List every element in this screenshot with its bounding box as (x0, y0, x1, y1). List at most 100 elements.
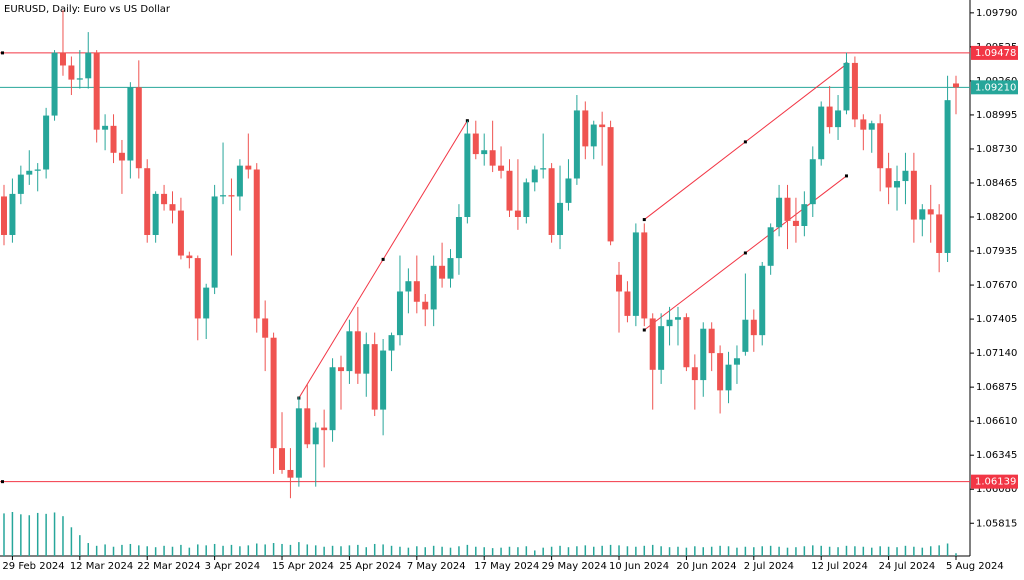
candle-body (750, 319, 757, 336)
candle-body (557, 202, 564, 235)
candle-body (430, 265, 437, 310)
candle-body (927, 209, 934, 215)
candle-body (34, 169, 41, 171)
candle-body (767, 227, 774, 266)
y-tick-label: 1.06610 (976, 416, 1017, 427)
candle-body (161, 193, 168, 205)
y-tick-label: 1.07935 (976, 246, 1017, 257)
price-label: 1.09478 (975, 48, 1016, 59)
candle-body (489, 150, 496, 166)
candle-body (236, 165, 243, 197)
candle-body (607, 127, 614, 242)
candle-body (792, 220, 799, 226)
candle-body (211, 196, 218, 288)
candle-body (717, 353, 724, 391)
trendline-anchor (743, 140, 747, 144)
candle-body (801, 204, 808, 226)
candle-body (590, 124, 597, 147)
candle-body (26, 170, 33, 175)
candle-body (1, 196, 7, 235)
candle-body (582, 110, 589, 147)
candle-body (683, 317, 690, 368)
candle-body (565, 178, 572, 203)
price-label: 1.09210 (975, 82, 1016, 93)
y-tick-label: 1.08465 (976, 178, 1017, 189)
x-tick-label: 20 Jun 2024 (676, 561, 736, 572)
x-tick-label: 24 Jul 2024 (879, 561, 936, 572)
candle-body (826, 106, 833, 128)
candle-body (118, 152, 125, 161)
candle-body (321, 427, 328, 431)
candle-body (371, 344, 378, 410)
candle-body (413, 281, 420, 302)
candle-body (287, 469, 294, 478)
y-tick-label: 1.07140 (976, 348, 1017, 359)
x-tick-label: 12 Jul 2024 (811, 561, 868, 572)
y-tick-label: 1.06080 (976, 484, 1017, 495)
y-tick-label: 1.06345 (976, 450, 1017, 461)
candle-body (203, 287, 210, 319)
candle-body (270, 337, 277, 449)
candle-body (110, 125, 117, 153)
candle-body (674, 317, 681, 320)
x-tick-label: 7 May 2024 (407, 561, 466, 572)
candle-body (135, 87, 142, 169)
price-label-box (971, 80, 1018, 95)
candle-body (666, 319, 673, 327)
candle-body (649, 318, 656, 370)
y-tick-label: 1.07405 (976, 314, 1017, 325)
candle-body (953, 83, 959, 88)
candle-body (599, 124, 606, 128)
trendline-anchor (642, 218, 646, 222)
candle-body (531, 169, 538, 183)
candle-body (337, 367, 344, 372)
candle-body (514, 210, 521, 218)
x-tick-label: 5 Aug 2024 (946, 561, 1004, 572)
candle-body (354, 331, 361, 374)
y-tick-label: 1.06875 (976, 382, 1017, 393)
candle-body (843, 62, 850, 111)
candle-body (733, 358, 740, 365)
candle-body (725, 364, 732, 391)
candle-body (59, 52, 66, 66)
candle-body (498, 165, 505, 171)
candle-body (472, 133, 479, 155)
price-line-anchor (1, 480, 4, 484)
y-tick-label: 1.08200 (976, 212, 1017, 223)
x-tick-label: 22 Mar 2024 (137, 561, 200, 572)
trendline-anchor (844, 174, 848, 178)
candle-body (346, 331, 353, 372)
x-tick-label: 10 Jun 2024 (609, 561, 669, 572)
candle-body (186, 255, 193, 259)
candle-body (68, 65, 75, 80)
candle-body (405, 281, 412, 292)
candle-body (363, 344, 370, 374)
candle-body (17, 174, 24, 194)
price-line-anchor (1, 51, 4, 55)
candle-body (51, 52, 58, 116)
x-tick-label: 29 May 2024 (542, 561, 607, 572)
candle-body (877, 123, 884, 169)
candle-body (102, 125, 109, 130)
candle-body (396, 291, 403, 336)
candle-body (481, 150, 488, 155)
y-tick-label: 1.08730 (976, 144, 1017, 155)
candle-body (742, 319, 749, 352)
candle-body (944, 100, 951, 253)
candle-body (228, 195, 235, 197)
y-tick-label: 1.08995 (976, 110, 1017, 121)
candle-body (127, 87, 134, 161)
candle-body (447, 258, 454, 279)
candle-body (152, 193, 159, 235)
candle-body (312, 427, 319, 445)
candle-body (691, 367, 698, 381)
candle-body (885, 168, 892, 188)
candle-body (380, 350, 387, 410)
candle-body (616, 274, 623, 292)
candle-body (295, 408, 302, 478)
x-tick-label: 3 Apr 2024 (205, 561, 260, 572)
candle-body (860, 119, 867, 130)
candle-body (329, 367, 336, 431)
candle-body (194, 258, 201, 319)
